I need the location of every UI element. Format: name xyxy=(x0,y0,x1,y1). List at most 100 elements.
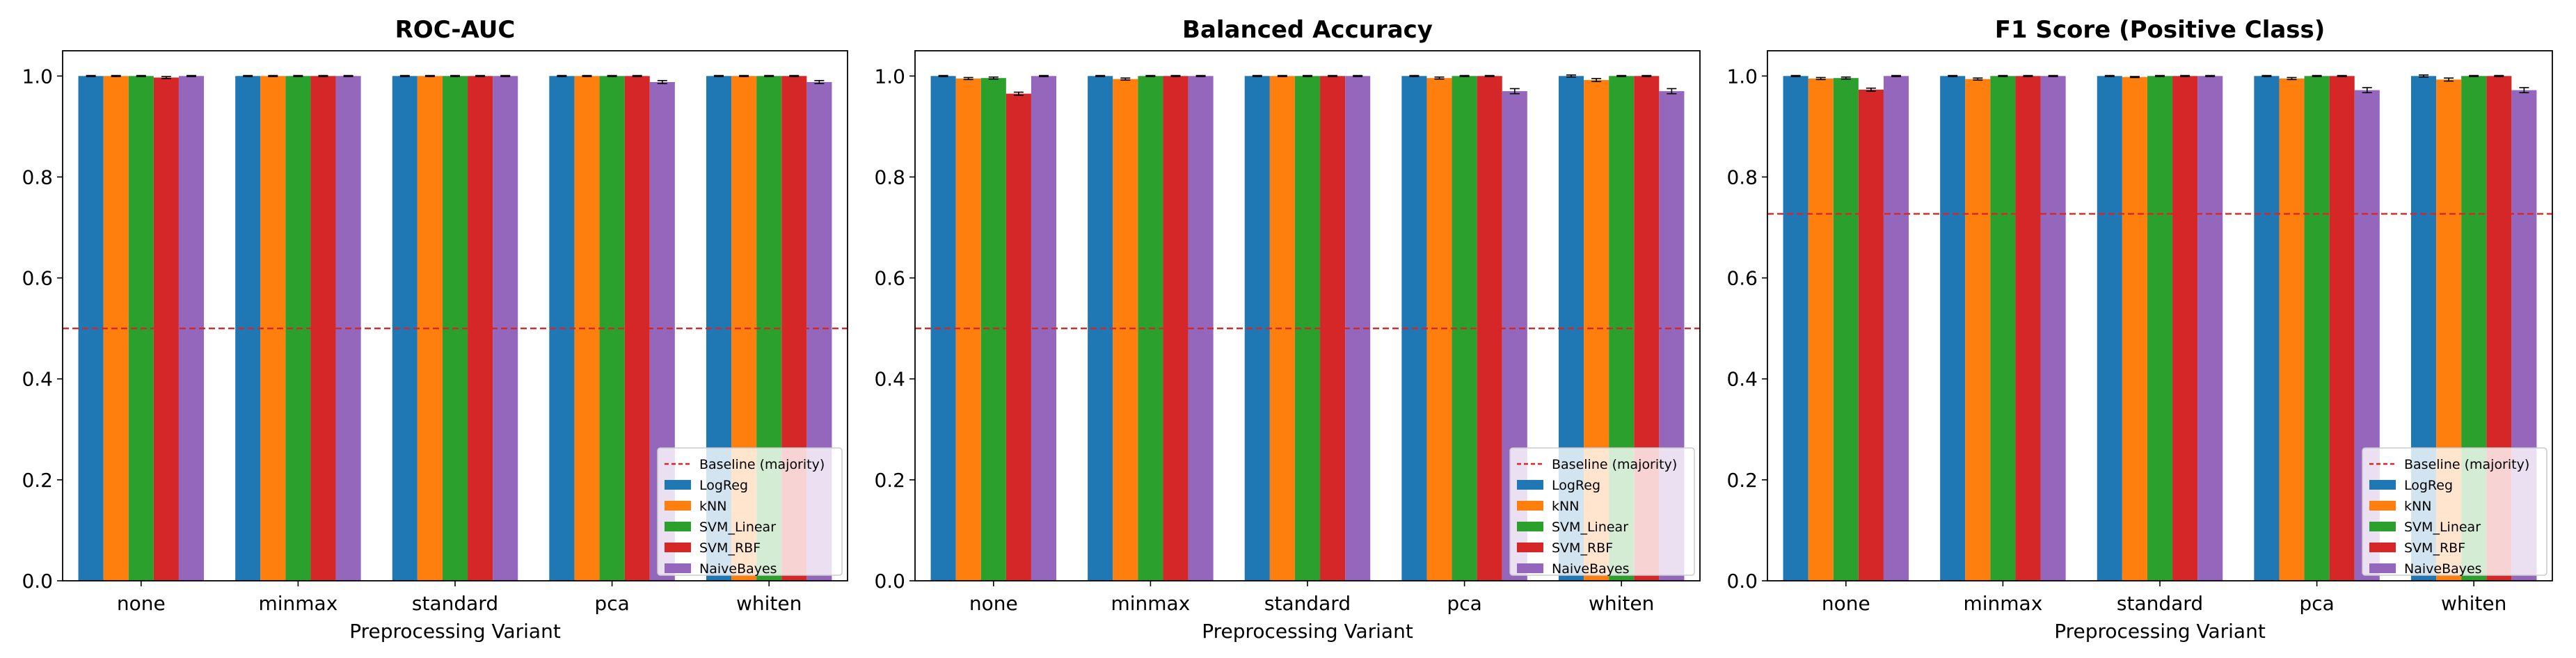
legend-label: SVM_Linear xyxy=(2404,520,2481,535)
legend-label: SVM_Linear xyxy=(699,520,776,535)
bar-SVM_RBF-standard xyxy=(1320,76,1346,581)
bar-SVM_RBF-none xyxy=(1858,89,1884,581)
legend-label: SVM_RBF xyxy=(1552,540,1613,556)
y-tick-label: 1.0 xyxy=(874,65,905,88)
y-tick-label: 0.8 xyxy=(22,166,53,188)
bar-SVM_Linear-standard xyxy=(2147,76,2173,581)
x-tick-label: none xyxy=(1822,592,1870,615)
x-tick-label: pca xyxy=(594,592,629,615)
legend-swatch-NaiveBayes xyxy=(665,563,691,573)
x-tick-label: minmax xyxy=(1111,592,1190,615)
legend-box xyxy=(657,447,843,576)
bar-LogReg-minmax xyxy=(1940,76,1966,581)
legend: Baseline (majority) LogReg kNN SVM_Linear SV… xyxy=(1509,447,1695,577)
legend-label: kNN xyxy=(1552,499,1579,514)
bar-kNN-none xyxy=(1808,78,1834,581)
legend-swatch-SVM_RBF xyxy=(1517,543,1543,552)
legend-box xyxy=(2362,447,2547,576)
bar-kNN-minmax xyxy=(1113,79,1138,581)
legend-swatch-kNN xyxy=(665,501,691,511)
bar-SVM_RBF-minmax xyxy=(310,76,336,581)
y-tick-label: 0.4 xyxy=(1726,368,1758,391)
legend-swatch-LogReg xyxy=(665,480,691,490)
y-tick-label: 0.0 xyxy=(874,570,905,593)
y-tick-label: 0.6 xyxy=(1726,267,1758,290)
legend-label: LogReg xyxy=(699,478,748,493)
legend-label: NaiveBayes xyxy=(2404,561,2482,577)
y-tick-label: 0.0 xyxy=(22,570,53,593)
bar-SVM_RBF-standard xyxy=(2172,76,2198,581)
legend-swatch-LogReg xyxy=(2369,480,2396,490)
y-tick-label: 0.2 xyxy=(1726,469,1758,492)
legend-swatch-LogReg xyxy=(1517,480,1543,490)
y-tick-label: 0.2 xyxy=(874,469,905,492)
legend-label: kNN xyxy=(2404,499,2431,514)
x-tick-label: pca xyxy=(1447,592,1481,615)
chart-title: Balanced Accuracy xyxy=(1182,16,1433,44)
legend-label: NaiveBayes xyxy=(1552,561,1630,577)
bar-SVM_RBF-none xyxy=(1005,93,1031,581)
bar-SVM_Linear-pca xyxy=(2304,76,2330,581)
legend-swatch-SVM_RBF xyxy=(2369,543,2396,552)
legend: Baseline (majority) LogReg kNN SVM_Linear SV… xyxy=(657,447,843,577)
y-tick-label: 1.0 xyxy=(22,65,53,88)
legend-label: SVM_RBF xyxy=(699,540,761,556)
y-tick-label: 0.6 xyxy=(22,267,53,290)
legend-label: Baseline (majority) xyxy=(699,457,825,472)
bar-NaiveBayes-minmax xyxy=(2040,76,2066,581)
chart-title: ROC-AUC xyxy=(395,16,516,44)
legend-label: LogReg xyxy=(1552,478,1600,493)
legend-swatch-kNN xyxy=(2369,501,2396,511)
y-tick-label: 0.8 xyxy=(874,166,905,188)
bar-NaiveBayes-none xyxy=(1883,76,1909,581)
bar-SVM_Linear-none xyxy=(980,78,1006,581)
bar-kNN-standard xyxy=(2122,77,2147,581)
y-tick-label: 0.4 xyxy=(874,368,905,391)
legend-label: SVM_Linear xyxy=(1552,520,1628,535)
bar-kNN-pca xyxy=(1426,78,1452,581)
bar-SVM_RBF-pca xyxy=(2329,76,2355,581)
x-axis-label: Preprocessing Variant xyxy=(349,620,561,643)
chart-panel-2: F1 Score (Positive Class) 0.0 0.2 0.4 0.6 0.8… xyxy=(1726,16,2553,643)
legend-swatch-kNN xyxy=(1517,501,1543,511)
x-axis-label: Preprocessing Variant xyxy=(1202,620,1413,643)
bar-NaiveBayes-standard xyxy=(2197,76,2223,581)
bar-kNN-pca xyxy=(574,76,600,581)
legend-label: SVM_RBF xyxy=(2404,540,2465,556)
bar-LogReg-pca xyxy=(2254,76,2280,581)
x-tick-label: whiten xyxy=(1589,592,1654,615)
bar-LogReg-standard xyxy=(2097,76,2122,581)
x-tick-label: none xyxy=(117,592,166,615)
bar-LogReg-none xyxy=(78,76,104,581)
x-tick-label: minmax xyxy=(258,592,337,615)
y-tick-label: 0.0 xyxy=(1726,570,1758,593)
bar-SVM_RBF-minmax xyxy=(2015,76,2041,581)
axes-frame xyxy=(62,50,848,581)
x-axis-label: Preprocessing Variant xyxy=(2054,620,2266,643)
y-tick-label: 0.4 xyxy=(22,368,53,391)
bar-LogReg-none xyxy=(1783,76,1808,581)
x-tick-label: standard xyxy=(412,592,498,615)
legend-label: LogReg xyxy=(2404,478,2453,493)
legend-label: kNN xyxy=(699,499,726,514)
legend-label: Baseline (majority) xyxy=(1552,457,1677,472)
axes-frame xyxy=(1767,50,2553,581)
legend-label: Baseline (majority) xyxy=(2404,457,2529,472)
chart-panel-1: Balanced Accuracy 0.0 0.2 0.4 0.6 0.8 1.0 none m… xyxy=(874,16,1701,643)
bar-SVM_Linear-minmax xyxy=(1990,76,2016,581)
bar-LogReg-none xyxy=(930,76,956,581)
chart-panel-0: ROC-AUC 0.0 0.2 0.4 0.6 0.8 1.0 none minmax stand… xyxy=(22,16,848,643)
x-tick-label: standard xyxy=(1264,592,1351,615)
legend-swatch-NaiveBayes xyxy=(1517,563,1543,573)
y-tick-label: 0.6 xyxy=(874,267,905,290)
legend: Baseline (majority) LogReg kNN SVM_Linear SV… xyxy=(2362,447,2547,577)
x-tick-label: whiten xyxy=(2441,592,2506,615)
x-tick-label: none xyxy=(969,592,1018,615)
legend-swatch-SVM_RBF xyxy=(665,543,691,552)
bar-kNN-pca xyxy=(2279,78,2305,581)
x-tick-label: standard xyxy=(2117,592,2203,615)
y-tick-label: 0.2 xyxy=(22,469,53,492)
bar-kNN-none xyxy=(955,78,981,581)
legend-swatch-SVM_Linear xyxy=(2369,522,2396,531)
